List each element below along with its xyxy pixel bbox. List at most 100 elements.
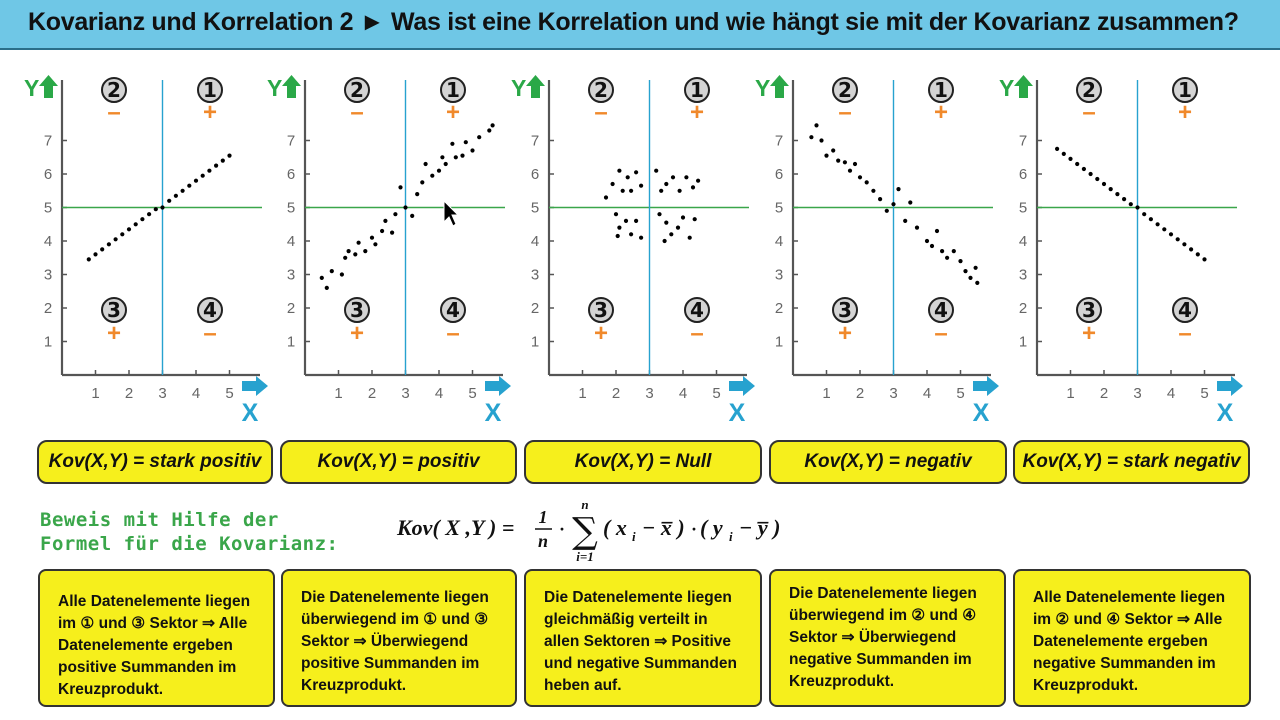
description-box-4: Die Datenelemente liegen überwiegend im … (769, 569, 1006, 707)
plot-4-data-point (958, 259, 963, 264)
plot-4-data-point (871, 188, 876, 193)
plot-1-data-point (120, 232, 125, 237)
plot-4-y-tick-label: 6 (775, 166, 783, 183)
formula-lhs: Kov( X ,Y ) = (396, 515, 514, 540)
plot-3-data-point (625, 175, 630, 180)
plot-3-x-label: X (729, 399, 746, 427)
plot-2-data-point (356, 240, 361, 245)
formula-sum-top: n (581, 497, 588, 512)
plot-5-quadrant-circle (1172, 297, 1198, 323)
description-box-3: Die Datenelemente liegen gleichmäßig ver… (524, 569, 762, 707)
description-line: im ② und ④ Sektor ⇒ Alle (1033, 611, 1223, 628)
plot-4-y-label: Y (755, 75, 770, 101)
proof-line-1: Beweis mit Hilfe der (40, 509, 279, 531)
plot-1-quadrant-number: 1 (203, 78, 217, 102)
description-line: Die Datenelemente liegen (544, 589, 732, 606)
description-line: negative Summanden im (1033, 655, 1216, 672)
plot-4-data-point (963, 269, 968, 274)
plot-2-y-label: Y (267, 75, 282, 101)
plot-4-data-point (819, 138, 824, 143)
plot-2-data-point (440, 155, 445, 160)
plot-5-data-point (1115, 192, 1120, 197)
description-line: überwiegend im ② und ④ (789, 607, 977, 624)
plot-2-y-tick-label: 7 (287, 133, 295, 150)
plot-4-data-point (809, 135, 814, 140)
plot-1-data-point (180, 188, 185, 193)
plot-4-y-tick-label: 2 (775, 300, 783, 317)
plot-2-data-point (436, 168, 442, 173)
description-line: negative Summanden im (789, 651, 972, 668)
plot-1-quadrant-number: 2 (107, 78, 121, 102)
plot-1-x-tick-label: 4 (192, 385, 200, 402)
plot-4-data-point (847, 168, 853, 173)
plot-2-data-point (463, 140, 468, 145)
plot-2-quadrant-sign: – (446, 320, 459, 347)
plot-4-data-point (924, 238, 930, 244)
plot-5-data-point (1088, 171, 1093, 177)
plot-1-data-point (214, 163, 219, 168)
description-line: Sektor ⇒ Überwiegend (789, 629, 957, 646)
plot-1-data-point (220, 158, 225, 163)
plot-1-data-point (200, 173, 205, 178)
proof-text: Beweis mit Hilfe der Formel für die Kova… (40, 508, 338, 556)
plot-2-data-point (423, 161, 428, 167)
plot-5-data-point (1202, 257, 1207, 262)
plot-4-data-point (878, 197, 883, 202)
plot-3-data-point (664, 220, 669, 225)
plot-3-x-tick-label: 4 (679, 385, 687, 402)
plot-5-data-point (1182, 242, 1187, 247)
plot-5-quadrant-number: 4 (1178, 298, 1192, 322)
plot-2-data-point (383, 218, 388, 223)
plot-1-y-tick-label: 1 (44, 334, 52, 351)
covariance-formula: Kov( X ,Y ) = 1 n · n ∑ i=1 ( x i − x̅ )… (396, 497, 780, 564)
plot-2-x-tick-label: 2 (368, 385, 376, 402)
plot-2-y-tick-label: 6 (287, 166, 295, 183)
formula-sigma: ∑ (572, 511, 598, 552)
plot-2-data-point (393, 212, 398, 217)
plot-1-data-point (106, 242, 111, 247)
plot-4-quadrant-circle (832, 297, 858, 323)
plot-2-x-tick-label: 1 (334, 385, 342, 402)
plot-5-data-point (1135, 205, 1140, 210)
plot-1-y-tick-label: 5 (44, 200, 52, 217)
description-line: im ① und ③ Sektor ⇒ Alle (58, 615, 248, 632)
plot-3-data-point (669, 232, 674, 237)
plot-4-quadrant-circle (928, 297, 954, 323)
plot-2-quadrant-number: 1 (446, 78, 460, 102)
formula-dot-1: · (559, 519, 565, 539)
kov-label-positiv: Kov(X,Y) = positiv (280, 440, 517, 484)
plot-2-data-point (420, 180, 425, 185)
plot-4-data-point (824, 153, 829, 158)
plot-5-quadrant-circle (1172, 77, 1198, 103)
plot-5-quadrant-sign: – (1178, 320, 1191, 347)
plot-5-x-label: X (1217, 399, 1234, 427)
plot-4-y-tick-label: 4 (775, 233, 783, 250)
plot-5-data-point (1075, 161, 1080, 167)
plot-5-data-point (1095, 176, 1100, 182)
formula-term-x-rest: − x̅ ) (642, 515, 685, 540)
plot-5-data-point (1128, 202, 1133, 207)
formula-frac-num: 1 (539, 507, 548, 527)
plot-4-data-point (814, 123, 819, 128)
plot-2-data-point (450, 141, 455, 146)
plot-2-quadrant-sign: – (350, 99, 363, 126)
description-box-1: Alle Datenelemente liegen im ① und ③ Sek… (38, 569, 275, 707)
plot-5-quadrant-sign: – (1082, 99, 1095, 126)
description-line: Datenelemente ergeben (58, 637, 233, 654)
kov-label-null: Kov(X,Y) = Null (524, 440, 762, 484)
description-box-5: Alle Datenelemente liegen im ② und ④ Sek… (1013, 569, 1251, 707)
plot-5-quadrant-number: 3 (1082, 298, 1096, 322)
plot-2-data-point (346, 249, 351, 254)
formula-dot-2: · (691, 519, 697, 539)
plot-4-data-point (973, 265, 978, 270)
plot-3-data-point (690, 185, 696, 190)
plot-2-quadrant-circle (440, 77, 466, 103)
plot-1-quadrant-number: 3 (107, 298, 121, 322)
plot-2-data-point (470, 148, 475, 153)
plot-4-data-point (929, 243, 935, 249)
plot-5-data-point (1055, 146, 1060, 151)
plot-1-y-arrow-icon (39, 75, 58, 98)
plot-5-data-point (1189, 247, 1194, 252)
formula-term-y-sub: i (729, 529, 733, 544)
plot-2-quadrant-number: 3 (350, 298, 364, 322)
